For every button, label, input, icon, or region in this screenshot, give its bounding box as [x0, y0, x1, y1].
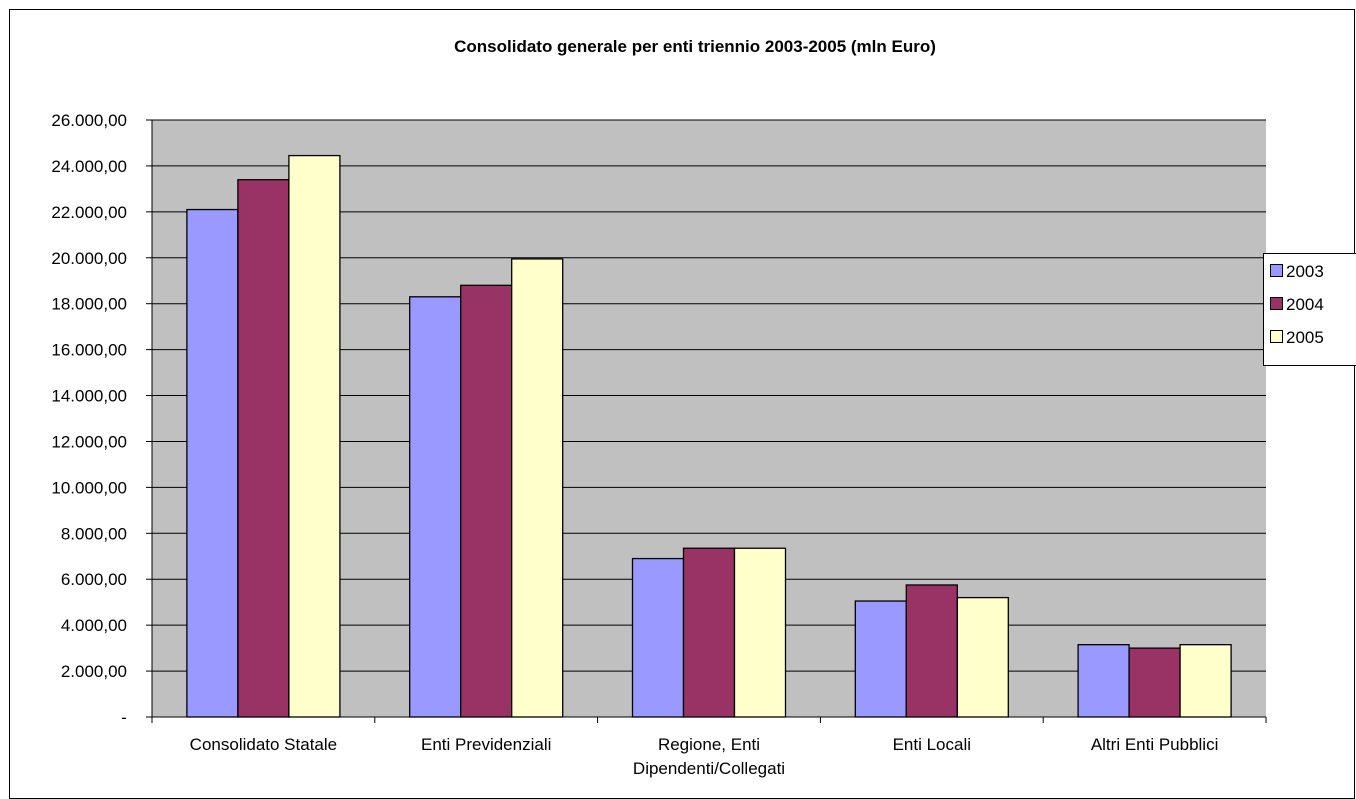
legend-item-2004: 2004 — [1270, 295, 1324, 317]
y-tick-label: 20.000,00 — [51, 249, 127, 268]
y-tick-label: 26.000,00 — [51, 111, 127, 130]
bar-2004-3 — [905, 584, 958, 718]
legend-label: 2004 — [1286, 295, 1324, 314]
y-tick-label: 12.000,00 — [51, 432, 127, 451]
bar-2004-4 — [1128, 647, 1181, 718]
bar-2004-2 — [682, 547, 736, 718]
y-tick-label: 24.000,00 — [51, 157, 127, 176]
chart-title: Consolidato generale per enti triennio 2… — [454, 37, 936, 56]
y-tick-label: 16.000,00 — [51, 341, 127, 360]
bar-2003-0 — [186, 208, 239, 718]
y-tick-label: 22.000,00 — [51, 203, 127, 222]
bar-2005-4 — [1179, 644, 1232, 718]
y-tick-label: 6.000,00 — [61, 570, 127, 589]
bar-2004-1 — [460, 284, 513, 718]
bar-2003-2 — [631, 557, 685, 718]
y-tick-label: 4.000,00 — [61, 616, 127, 635]
x-tick-label: Enti Previdenziali — [421, 735, 551, 754]
legend-swatch — [1270, 297, 1283, 311]
y-tick-label: 8.000,00 — [61, 524, 127, 543]
y-tick-label: 18.000,00 — [51, 295, 127, 314]
legend-swatch — [1270, 264, 1283, 278]
x-tick-label: Consolidato Statale — [190, 735, 337, 754]
bar-2003-1 — [409, 296, 462, 718]
x-tick-label: Dipendenti/Collegati — [633, 759, 785, 778]
legend-label: 2003 — [1286, 262, 1324, 281]
bar-2003-3 — [854, 600, 907, 718]
bar-2005-2 — [733, 547, 787, 718]
bar-2005-1 — [511, 258, 564, 718]
x-tick-label: Altri Enti Pubblici — [1091, 735, 1219, 754]
bar-2005-3 — [956, 596, 1009, 718]
legend-label: 2005 — [1286, 328, 1324, 347]
legend-swatch — [1270, 330, 1283, 344]
y-tick-label: 2.000,00 — [61, 662, 127, 681]
x-tick-label: Regione, Enti — [658, 735, 760, 754]
legend-item-2005: 2005 — [1270, 328, 1324, 350]
x-tick-label: Enti Locali — [893, 735, 971, 754]
y-tick-label: 14.000,00 — [51, 387, 127, 406]
y-tick-label: - — [121, 708, 127, 727]
y-tick-label: 10.000,00 — [51, 478, 127, 497]
bar-2005-0 — [288, 154, 341, 718]
legend-item-2003: 2003 — [1270, 262, 1324, 284]
legend: 2003 2004 2005 — [1263, 253, 1356, 366]
bar-2003-4 — [1077, 644, 1130, 718]
bar-2004-0 — [237, 179, 290, 718]
